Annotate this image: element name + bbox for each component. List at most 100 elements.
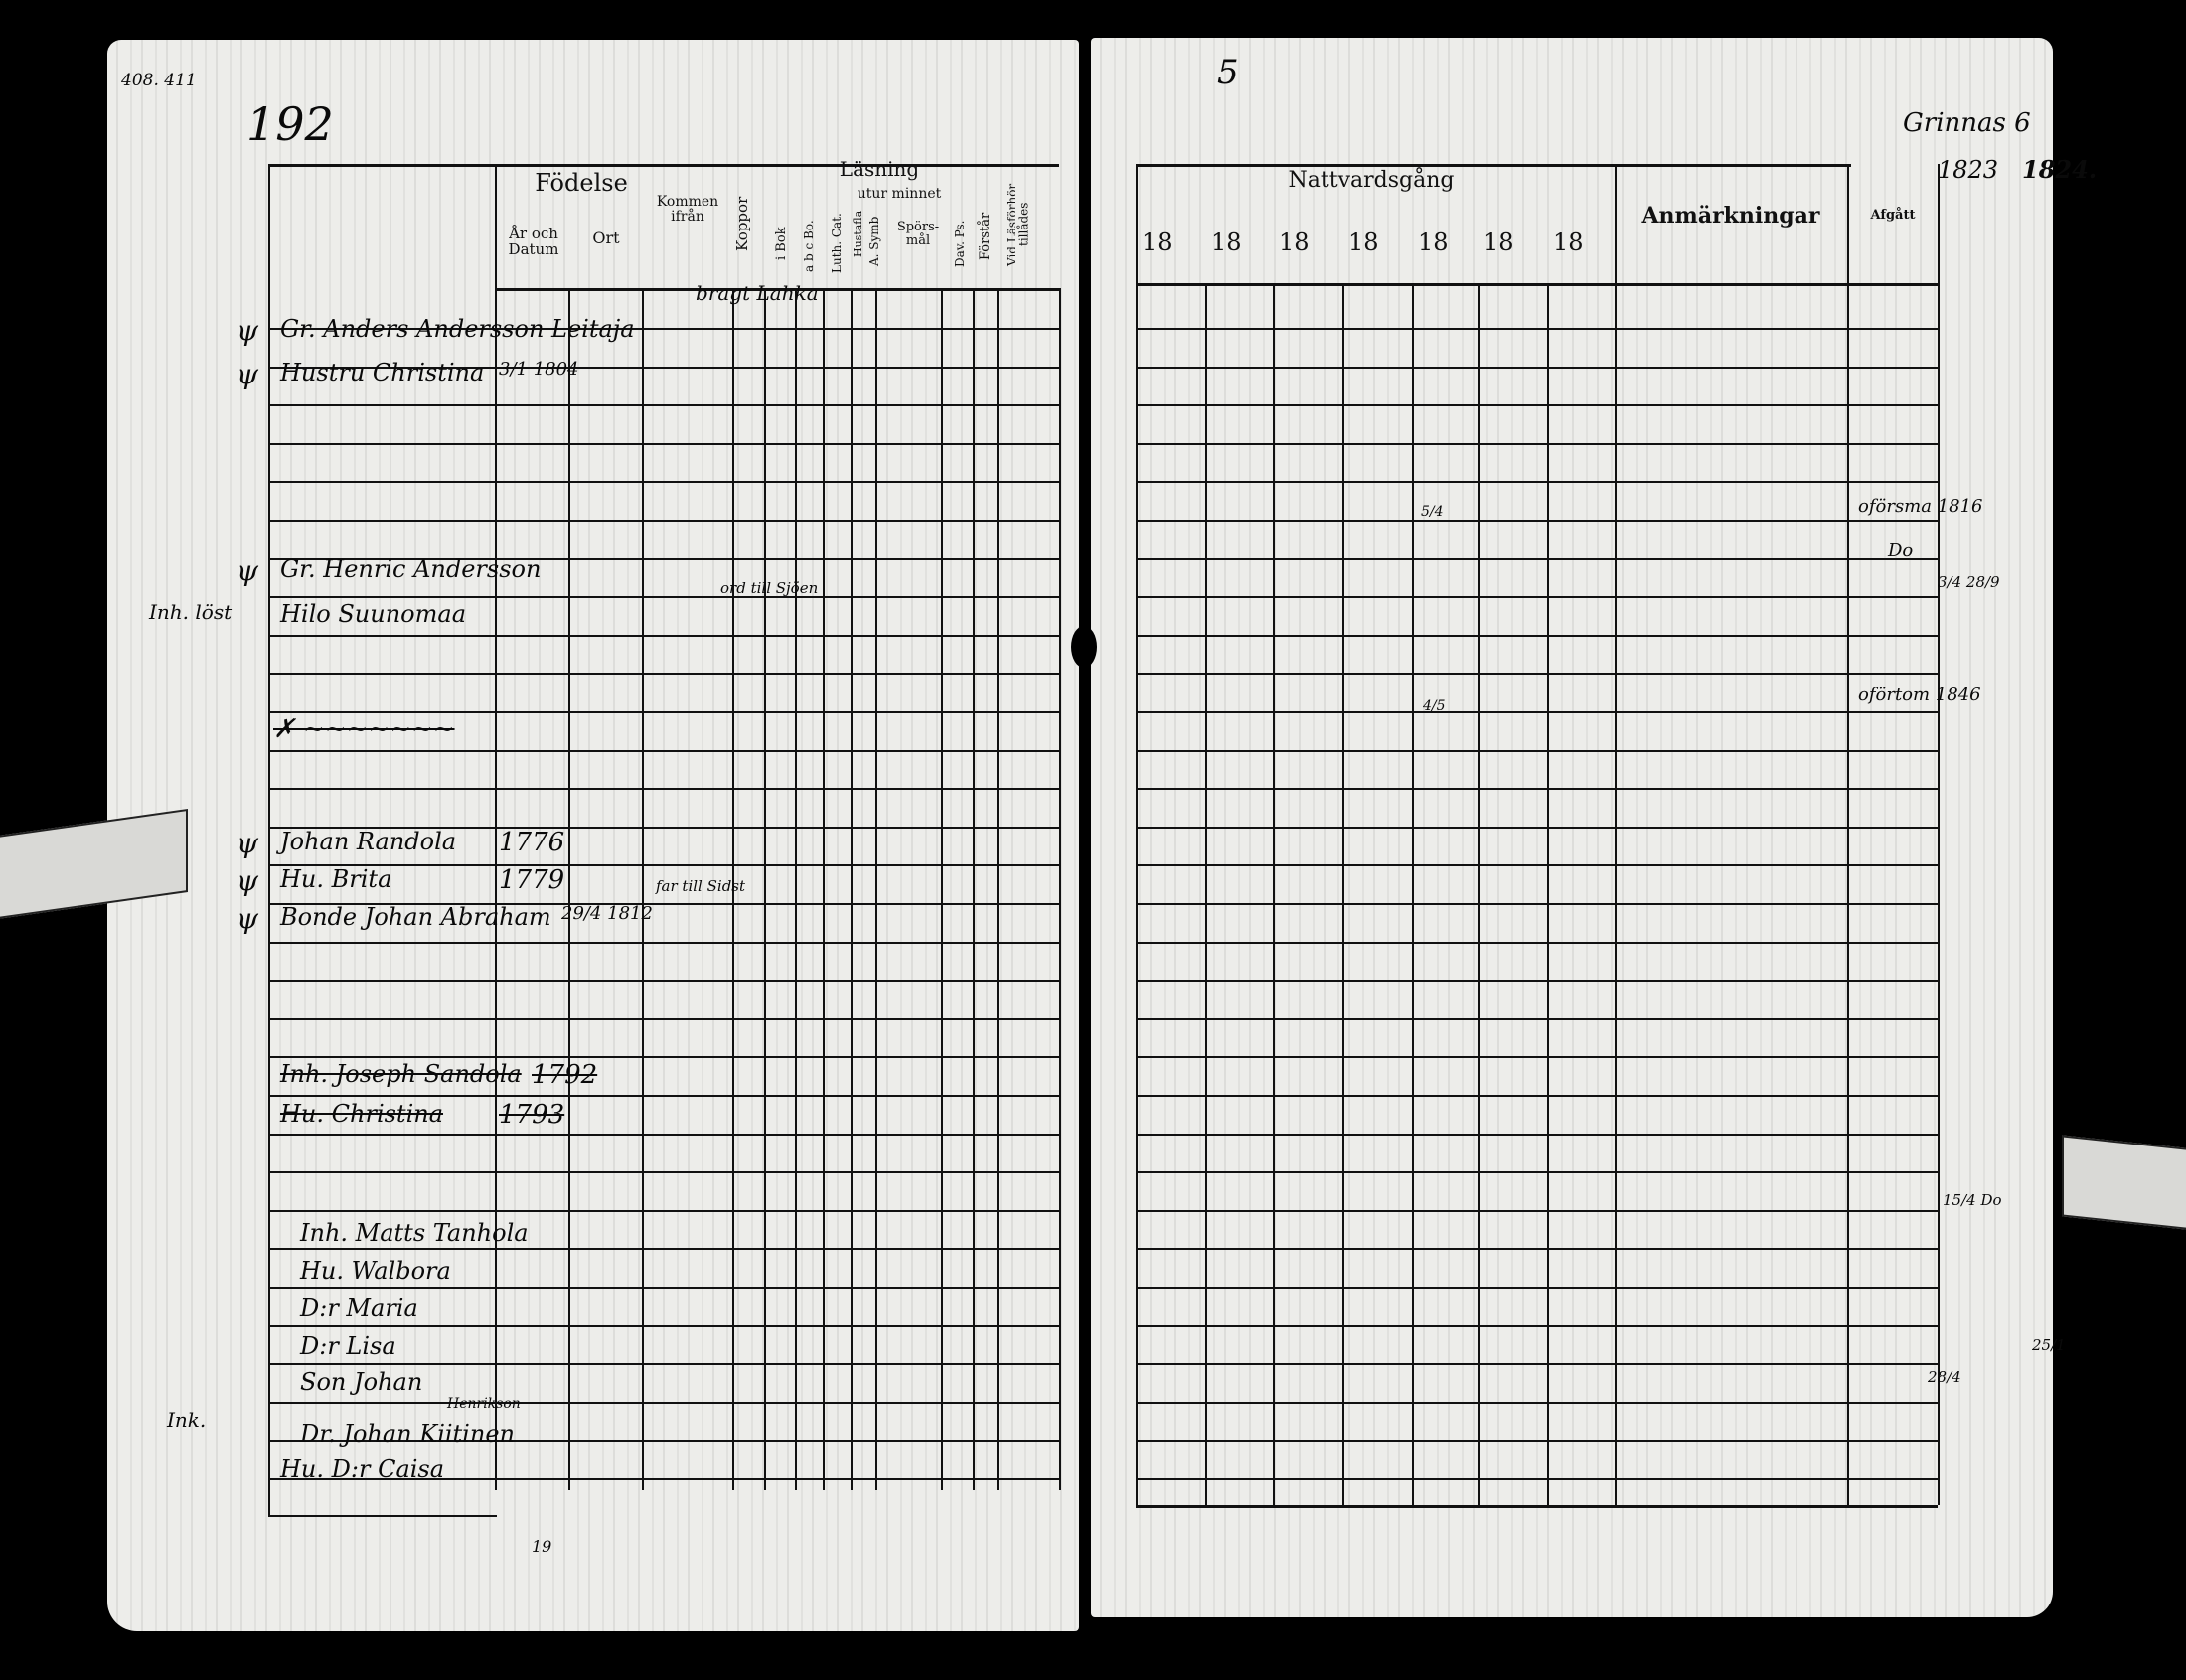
grid-line — [997, 288, 999, 1490]
afgatt-note: 3/4 28/9 — [1938, 573, 2000, 591]
grid-line — [270, 1171, 1059, 1174]
grid-line — [1273, 283, 1275, 1505]
grid-line — [823, 288, 825, 1490]
grid-line — [1138, 749, 1938, 752]
entry-name: Hu. Walbora — [300, 1257, 451, 1285]
grid-line — [1478, 283, 1480, 1505]
entry-symbol: ψ — [236, 554, 258, 587]
grid-line — [1138, 711, 1938, 713]
grid-line — [1059, 288, 1061, 1490]
grid-line — [270, 749, 1059, 752]
entry-name: Johan Randola — [280, 828, 457, 855]
grid-line — [1138, 673, 1938, 676]
afgatt-note: Do — [1888, 540, 1914, 561]
grid-line — [270, 1133, 1059, 1136]
nattvard-mark: 5/4 — [1421, 504, 1444, 520]
margin-note: Inh. löst — [149, 600, 233, 624]
grid-line — [732, 288, 734, 1490]
header-dav-ps: Dav. Ps. — [953, 220, 967, 267]
header-utur-minnet: utur minnet — [857, 186, 942, 202]
grid-line — [1138, 442, 1938, 445]
grid-line — [270, 634, 1059, 637]
grid-line — [270, 941, 1059, 944]
header-afgatt: Afgått — [1870, 208, 1916, 223]
grid-line — [270, 1017, 1059, 1020]
grid-line — [270, 557, 1059, 560]
entry-birth-date: 1776 — [499, 828, 565, 857]
header-fodelse: Födelse — [535, 169, 628, 197]
header-ar-och-datum: År och Datum — [508, 225, 559, 258]
grid-line — [270, 1248, 1059, 1251]
afgatt-note: oförtom 1846 — [1858, 685, 1981, 705]
grid-line — [1615, 164, 1617, 1505]
entry-birth-date: 1792 — [532, 1060, 598, 1090]
grid-line — [1938, 164, 1940, 1505]
crossed-out-entry: ✗ ~~~~~~~ — [273, 714, 455, 744]
note-lasning: ord till Sjöen — [720, 579, 819, 597]
grid-line — [973, 288, 975, 1490]
grid-line — [268, 164, 270, 1515]
grid-line — [941, 288, 943, 1490]
header-i-bok: i Bok — [774, 227, 789, 260]
grid-line — [1136, 164, 1138, 1505]
grid-line — [1138, 826, 1938, 829]
header-koppor: Koppor — [733, 196, 751, 251]
grid-line — [270, 980, 1059, 983]
grid-line — [1138, 1056, 1938, 1059]
grid-line — [270, 1324, 1059, 1327]
entry-birth-date: 1779 — [499, 865, 565, 895]
grid-line — [270, 711, 1059, 713]
binding-hole — [1071, 626, 1097, 668]
margin-note: Ink. — [167, 1408, 207, 1432]
entry-symbol: ψ — [236, 902, 258, 935]
grid-line — [875, 288, 877, 1490]
grid-line — [1138, 1248, 1938, 1251]
header-anmarkningar: Anmärkningar — [1641, 203, 1820, 229]
grid-line — [1138, 1324, 1938, 1327]
afgatt-note: 28/4 — [1928, 1368, 1961, 1386]
grid-line — [1138, 1478, 1938, 1480]
corner-mark: 5 — [1217, 53, 1239, 92]
grid-line — [1138, 634, 1938, 637]
header-abc-bok: a b c Bo. — [802, 220, 816, 273]
grid-line — [1138, 1363, 1938, 1366]
entry-name: D:r Lisa — [300, 1332, 396, 1360]
entry-symbol: ψ — [236, 314, 258, 347]
grid-line — [1138, 1171, 1938, 1174]
year-header: 18 — [1348, 229, 1379, 256]
afgatt-note: 25/1 — [2032, 1336, 2066, 1354]
margin-numbers: 408. 411 — [121, 71, 197, 90]
grid-line — [1136, 283, 1938, 286]
year-header: 18 — [1279, 229, 1310, 256]
grid-line — [1138, 557, 1938, 560]
grid-line — [268, 1515, 497, 1517]
entry-symbol: ψ — [236, 827, 258, 859]
grid-line — [642, 288, 644, 1490]
year-header: 18 — [1418, 229, 1449, 256]
grid-line — [568, 288, 570, 1490]
page-number: 192 — [246, 97, 334, 151]
note-kommen-ifran: bragt Lahka — [696, 281, 819, 305]
grid-line — [1136, 164, 1851, 167]
grid-line — [1138, 1440, 1938, 1443]
header-sporsmal: Spörs- mål — [896, 220, 940, 248]
entry-birth-date: 3/1 1804 — [499, 359, 579, 380]
entry-birth-date: 29/4 1812 — [561, 903, 653, 924]
margin-year: 1824. — [2022, 155, 2098, 184]
grid-line — [1138, 404, 1938, 407]
grid-line — [1138, 903, 1938, 905]
entry-name: Inh. Joseph Sandola — [280, 1060, 522, 1088]
header-a-symb: A. Symb — [867, 216, 881, 267]
entry-name: D:r Maria — [300, 1295, 418, 1322]
grid-line — [1847, 164, 1849, 1505]
margin-year: 1823 — [1938, 156, 1999, 184]
entry-name: Hu. Brita — [280, 865, 392, 893]
grid-line — [1138, 980, 1938, 983]
grid-line — [1138, 520, 1938, 522]
grid-line — [270, 1209, 1059, 1212]
header-lasning: Läsning — [839, 157, 920, 181]
bottom-note: 19 — [532, 1537, 552, 1556]
entry-symbol: ψ — [236, 358, 258, 390]
grid-line — [795, 288, 797, 1490]
bent-paper-tab-right — [2062, 1135, 2186, 1232]
